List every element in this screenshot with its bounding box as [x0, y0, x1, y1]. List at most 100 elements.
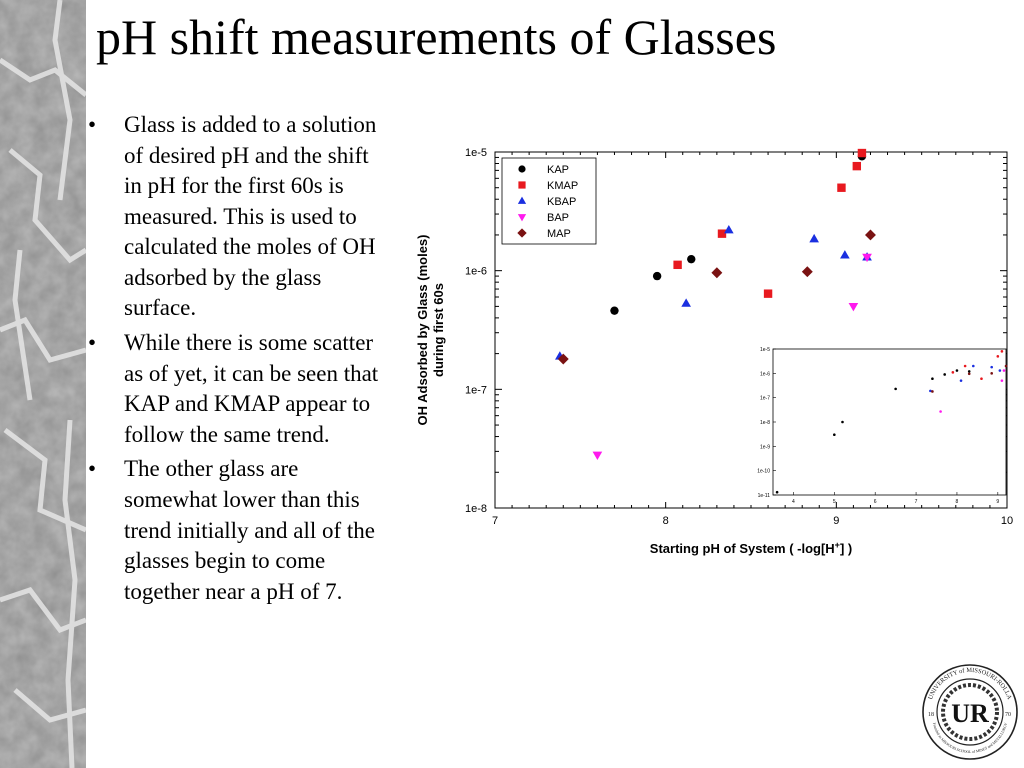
- data-point: [763, 289, 773, 298]
- data-point: [833, 433, 836, 437]
- data-point: [963, 364, 967, 368]
- bullet-text: The other glass are somewhat lower than …: [124, 456, 376, 604]
- data-point: [717, 229, 727, 238]
- data-point: [1002, 369, 1006, 372]
- inset-y-tick-label: 1e-9: [760, 444, 770, 450]
- data-point: [990, 365, 993, 369]
- inset-y-tick-label: 1e-7: [760, 396, 770, 402]
- data-point: [980, 377, 983, 381]
- data-point: [809, 233, 819, 243]
- scatter-chart: 7 8 9 10 1e-8 1e-7 1e-6 1e-5 Starting pH of Syst…: [415, 147, 1013, 556]
- legend-marker: [517, 214, 527, 222]
- legend-box: [501, 157, 597, 245]
- seal-year-right: 70: [1005, 712, 1011, 718]
- legend-marker: [518, 165, 526, 173]
- data-point: [967, 370, 971, 373]
- inset-y-tick-label: 1e-6: [760, 371, 770, 377]
- university-seal-logo: 18 70 UR UNIVERSITY of MISSOURI-ROLLAFou…: [922, 664, 1018, 760]
- data-point: [894, 387, 897, 391]
- data-point: [681, 298, 691, 307]
- inset-x-tick-label: 9: [996, 499, 999, 505]
- seal-inner-ring: [936, 678, 1004, 746]
- bullet-item: • Glass is added to a solution of desired…: [88, 110, 388, 324]
- data-point: [939, 410, 942, 413]
- data-point: [865, 229, 876, 241]
- bullet-item: • While there is some scatter as of yet, …: [88, 328, 388, 450]
- data-point: [929, 389, 932, 393]
- inset-y-tick-label: 1e-5: [760, 347, 770, 353]
- slide-title: pH shift measurements of Glasses: [96, 9, 777, 65]
- data-point: [931, 377, 934, 381]
- inset-y-tick-label: 1e-11: [758, 493, 771, 499]
- x-tick-label: 8: [663, 515, 669, 527]
- legend-marker: [517, 196, 527, 204]
- legend-label: KAP: [547, 164, 569, 176]
- data-point: [1000, 350, 1004, 353]
- data-point: [955, 369, 959, 372]
- legend-label: KMAP: [547, 180, 578, 192]
- data-point: [652, 271, 662, 281]
- inset-plot-frame: [772, 348, 1007, 496]
- data-point: [990, 372, 993, 375]
- bullet-item: • The other glass are somewhat lower than…: [88, 454, 388, 607]
- slide-texture-strip: [0, 0, 86, 768]
- y-tick-label: 1e-5: [465, 147, 487, 159]
- data-point: [959, 379, 963, 382]
- data-point: [687, 254, 696, 264]
- data-point: [852, 161, 862, 171]
- inset-x-tick-label: 8: [956, 499, 959, 505]
- legend-label: MAP: [547, 228, 571, 240]
- inset-y-tick-label: 1e-8: [760, 420, 770, 426]
- data-point: [610, 306, 619, 315]
- x-tick-label: 9: [833, 515, 839, 527]
- legend-label: KBAP: [547, 196, 576, 208]
- seal-gear: [941, 683, 999, 741]
- x-tick-label: 7: [492, 515, 498, 527]
- data-point: [967, 372, 971, 376]
- data-point: [673, 260, 682, 270]
- bullet-list: • Glass is added to a solution of desired…: [88, 110, 388, 611]
- inset-x-tick-label: 5: [833, 499, 836, 505]
- data-point: [841, 420, 844, 424]
- data-point: [931, 390, 934, 393]
- data-point: [996, 355, 1000, 358]
- data-point: [943, 373, 946, 376]
- x-tick-label: 10: [1001, 515, 1013, 527]
- data-point: [998, 369, 1002, 372]
- data-point: [1000, 379, 1004, 382]
- data-point: [723, 224, 734, 234]
- y-axis-label-line1: OH Adsorbed by Glass (moles): [415, 235, 430, 426]
- y-tick-label: 1e-8: [465, 503, 487, 515]
- bullet-dot: •: [88, 456, 97, 482]
- data-point: [775, 490, 779, 494]
- data-point: [711, 267, 723, 279]
- data-point: [837, 183, 846, 192]
- y-tick-label: 1e-6: [465, 266, 487, 278]
- x-axis-label: Starting pH of System ( -log[H+] ): [650, 540, 852, 556]
- bullet-dot: •: [88, 112, 97, 137]
- data-point: [1004, 364, 1008, 368]
- data-point: [848, 303, 859, 312]
- texture-grain: [0, 0, 86, 768]
- seal-year-left: 18: [928, 712, 934, 718]
- y-tick-label: 1e-7: [465, 384, 487, 396]
- data-point: [951, 371, 955, 374]
- inset-y-tick-label: 1e-10: [757, 469, 770, 475]
- data-point: [971, 364, 975, 368]
- inset-x-tick-label: 6: [874, 499, 877, 505]
- data-point: [862, 253, 872, 263]
- legend-marker: [517, 228, 527, 238]
- texture-cracks: [0, 0, 86, 768]
- bullet-text: Glass is added to a solution of desired …: [124, 112, 377, 321]
- seal-monogram: UR: [951, 699, 989, 728]
- data-point: [857, 148, 867, 158]
- inset-x-tick-label: 7: [915, 499, 918, 505]
- bullet-dot: •: [88, 330, 97, 356]
- legend-marker: [518, 181, 526, 189]
- legend-label: BAP: [547, 212, 569, 224]
- data-point: [592, 451, 603, 460]
- inset-x-tick-label: 4: [792, 499, 795, 505]
- y-axis-label-line2: during first 60s: [431, 283, 446, 377]
- data-point: [840, 250, 850, 259]
- bullet-text: While there is some scatter as of yet, i…: [124, 330, 379, 447]
